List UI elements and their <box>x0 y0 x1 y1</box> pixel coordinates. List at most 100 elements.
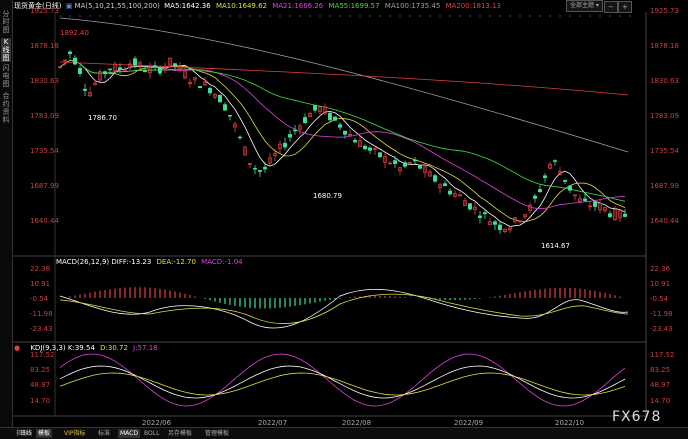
top-marker-dot <box>359 15 361 17</box>
kdj-settings-icon[interactable]: ● <box>14 344 21 352</box>
settings-icon[interactable]: ▣ <box>65 2 73 10</box>
period-label[interactable]: 日线 <box>44 2 59 10</box>
tab-contract-info[interactable]: 合约资料 <box>2 92 10 124</box>
top-marker-dot <box>509 15 511 17</box>
candle-body <box>268 157 272 164</box>
candle-body <box>533 195 537 199</box>
tab-kline[interactable]: K线图 <box>1 38 11 62</box>
fx678-watermark: FX678 <box>612 409 662 425</box>
tab-daily[interactable]: 日线 <box>20 430 33 437</box>
top-marker-dot <box>349 15 351 17</box>
kdj-axis-right-0: 117.52 <box>650 351 675 359</box>
top-marker-dot <box>219 15 221 17</box>
candle-body <box>358 140 362 148</box>
top-marker-dot <box>399 15 401 17</box>
kdj-j: J:57.18 <box>133 344 158 352</box>
tab-manage-template[interactable]: 管理模板 <box>205 430 230 437</box>
candle-body <box>303 117 307 124</box>
minus-icon[interactable]: − <box>604 1 618 13</box>
ma100-line <box>59 17 629 153</box>
candle-body <box>163 66 167 69</box>
header-bar: 现货黄金(日线) ▣ MA(5,10,21,55,100,200) MA5:16… <box>14 2 502 10</box>
tab-vip-indicator[interactable]: VIP指标 <box>64 430 86 437</box>
candle-body <box>393 160 397 165</box>
annotation-low-2: 1680.79 <box>313 192 342 200</box>
price-axis-left-1: 1878.18 <box>30 42 59 50</box>
x-axis-label-1: 2022/07 <box>258 419 288 427</box>
tab-save-template[interactable]: 另存模板 <box>168 430 193 437</box>
candle-body <box>608 213 612 218</box>
tab-standard[interactable]: 标准 <box>98 430 111 437</box>
ma5-line <box>59 59 626 228</box>
top-marker-dot <box>229 15 231 17</box>
candle-body <box>293 129 297 132</box>
candle-body <box>153 65 157 67</box>
price-axis-right-5: 1687.99 <box>650 182 679 190</box>
top-marker-dot <box>329 15 331 17</box>
macd-axis-right-3: -11.98 <box>650 310 673 318</box>
candle-body <box>188 81 192 84</box>
tab-lightning[interactable]: 闪电图 <box>2 64 10 88</box>
theme-dropdown[interactable]: 全部主题 ▾ <box>566 0 603 12</box>
tab-timeshare[interactable]: 分时图 <box>2 10 10 34</box>
candle-body <box>218 94 222 103</box>
candle-body <box>318 106 322 113</box>
top-marker-dot <box>209 15 211 17</box>
tab-boll[interactable]: BOLL <box>144 430 160 437</box>
plus-icon[interactable]: + <box>618 1 632 13</box>
candle-body <box>93 82 97 85</box>
x-axis-label-0: 2022/06 <box>142 419 172 427</box>
top-marker-dot <box>559 15 561 17</box>
macd-histogram <box>64 287 626 309</box>
candle-body <box>223 104 227 111</box>
top-marker-dot <box>489 15 491 17</box>
annotation-low-3: 1614.67 <box>541 242 570 250</box>
candle-body <box>603 207 607 211</box>
top-marker-dot <box>619 15 621 17</box>
macd-header: MACD(26,12,9) DIFF:-13.23 DEA:-12.70 MAC… <box>56 258 243 266</box>
candle-body <box>508 227 512 231</box>
ma55-line <box>59 59 626 202</box>
top-marker-dot <box>199 15 201 17</box>
tab-macd[interactable]: MACD <box>118 429 140 438</box>
top-marker-dot <box>129 15 131 17</box>
macd-value: MACD:-1.04 <box>201 258 243 266</box>
tab-template[interactable]: 模板 <box>36 429 53 438</box>
tab-indicator[interactable]: 指标 <box>16 430 29 437</box>
macd-axis-right-2: -0.54 <box>650 295 669 303</box>
candle-body <box>428 171 432 177</box>
bottom-toolbar: 日线 指标 模板 VIP指标 标准 MACD BOLL 另存模板 管理模板 <box>0 427 688 439</box>
candle-body <box>113 63 117 72</box>
ma-params[interactable]: MA(5,10,21,55,100,200) <box>74 2 160 10</box>
instrument-name: 现货黄金 <box>14 2 42 10</box>
top-marker-dot <box>69 15 71 17</box>
macd-axis-left-4: -23.43 <box>30 325 53 333</box>
candle-body <box>553 160 557 162</box>
macd-params[interactable]: MACD(26,12,9) <box>56 258 110 266</box>
candle-body <box>143 70 147 73</box>
candle-body <box>468 203 472 210</box>
candle-body <box>203 81 207 86</box>
top-marker-dot <box>299 15 301 17</box>
candle-body <box>578 198 582 202</box>
candle-body <box>333 116 337 121</box>
candle-body <box>368 147 372 151</box>
kdj-axis-right-2: 48.97 <box>650 381 671 389</box>
candle-body <box>458 194 462 197</box>
top-marker-dot <box>389 15 391 17</box>
left-sidebar: 分时图 K线图 闪电图 合约资料 <box>0 0 13 438</box>
ma200-value: MA200:1813.13 <box>445 2 502 10</box>
top-marker-dot <box>549 15 551 17</box>
candle-body <box>618 210 622 219</box>
top-marker-dot <box>169 15 171 17</box>
candle-body <box>238 136 242 139</box>
kdj-params[interactable]: KDJ(9,3,3) <box>30 344 66 352</box>
top-marker-dot <box>409 15 411 17</box>
candle-body <box>283 142 287 148</box>
candle-body <box>308 112 312 118</box>
candle-body <box>138 62 142 68</box>
top-marker-dot <box>449 15 451 17</box>
candle-body <box>568 185 572 191</box>
top-marker-dot <box>119 15 121 17</box>
ma10-line <box>59 59 626 223</box>
